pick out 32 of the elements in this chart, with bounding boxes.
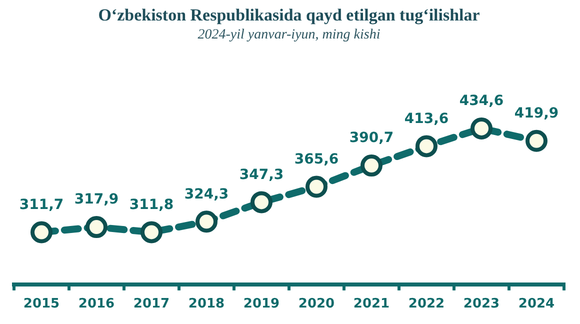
x-tick-label: 2021: [353, 296, 390, 312]
data-label: 419,9: [514, 106, 559, 122]
point: [196, 210, 218, 233]
x-tick-label: 2015: [23, 296, 60, 312]
point: [360, 154, 382, 177]
chart-title: O‘zbekiston Respublikasida qayd etilgan tug‘ilishlar: [98, 6, 480, 25]
data-label: 434,6: [459, 93, 504, 110]
point: [86, 216, 108, 238]
point: [470, 117, 492, 140]
data-label: 311,7: [19, 196, 64, 213]
x-tick-label: 2023: [463, 296, 500, 312]
point: [306, 176, 328, 198]
x-tick-label: 2020: [298, 296, 335, 312]
point: [30, 221, 52, 244]
point: [140, 221, 162, 244]
chart-subtitle: 2024-yil yanvar-iyun, ming kishi: [198, 27, 380, 42]
data-label: 311,8: [129, 196, 174, 213]
x-tick-label: 2017: [133, 296, 170, 312]
data-label: 324,3: [184, 186, 229, 202]
point: [526, 130, 548, 152]
x-tick-label: 2022: [408, 296, 445, 312]
data-label: 365,6: [294, 151, 339, 168]
data-label: 347,3: [239, 166, 284, 183]
x-tick-label: 2019: [243, 296, 280, 312]
x-tick-label: 2018: [188, 296, 225, 312]
data-label: 390,7: [349, 130, 394, 146]
x-tick-label: 2024: [518, 296, 555, 312]
point: [416, 135, 438, 158]
data-label: 317,9: [74, 192, 119, 208]
x-tick-label: 2016: [78, 296, 115, 312]
data-label: 413,6: [404, 110, 449, 127]
point: [250, 191, 272, 214]
